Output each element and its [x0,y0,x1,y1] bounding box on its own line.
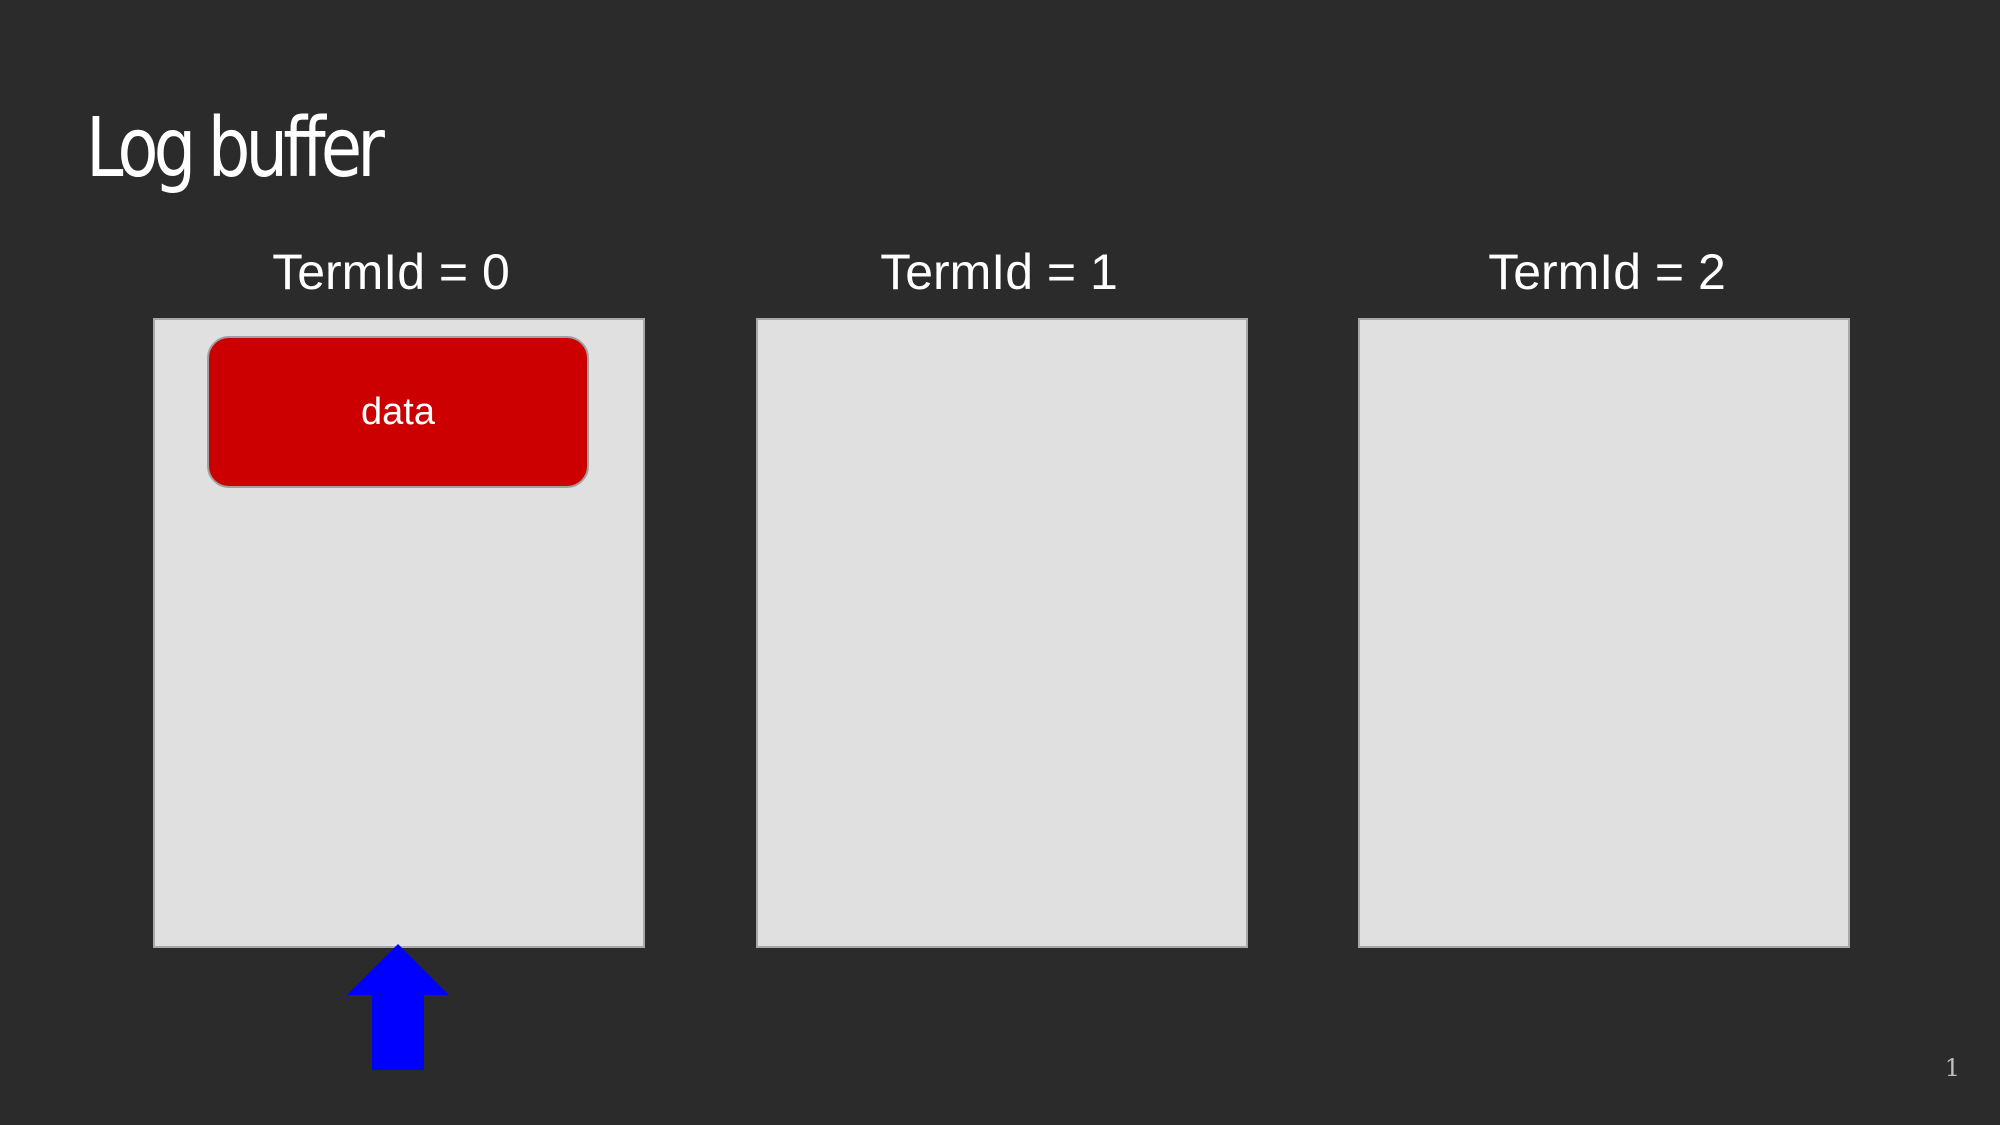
up-arrow-icon [347,944,449,1070]
term-label-2: TermId = 2 [1488,244,1726,300]
term-buffer-1 [756,318,1248,948]
data-block: data [207,336,589,488]
page-number: 1 [1944,1054,1960,1082]
term-buffer-0: data [153,318,645,948]
term-label-0: TermId = 0 [272,244,510,300]
term-label-1: TermId = 1 [880,244,1118,300]
term-buffer-2 [1358,318,1850,948]
slide-title: Log buffer [86,101,385,196]
